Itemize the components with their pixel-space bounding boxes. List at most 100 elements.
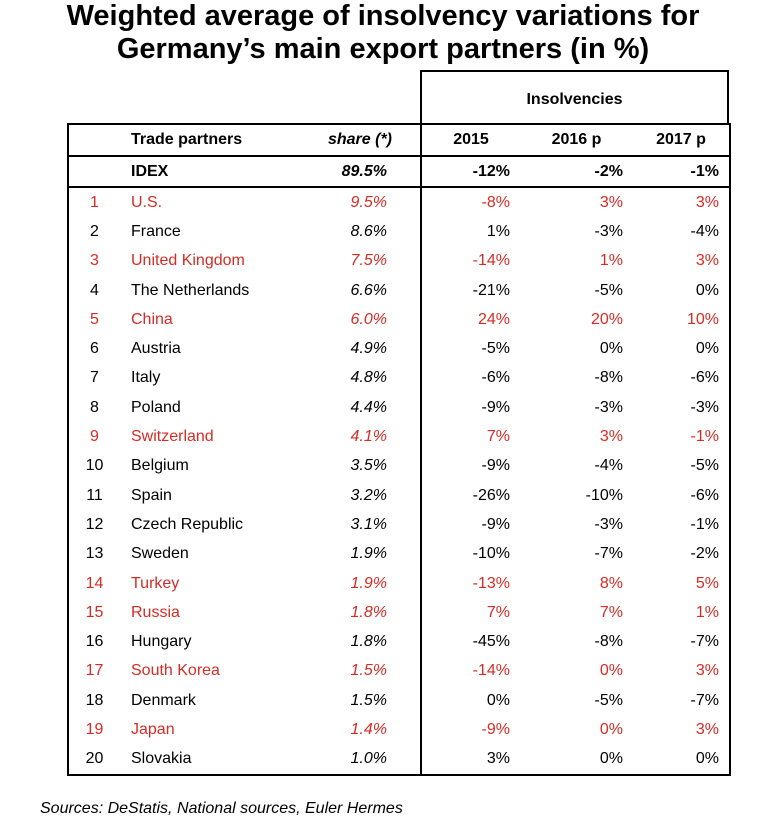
cell-share: 1.5% [350,662,387,680]
cell-trade-partner: Turkey [131,574,180,592]
cell-2015: -21% [420,275,520,306]
cell-2016p: 0% [599,662,623,680]
cell-rank: 15 [85,603,104,621]
cell-rank: 4 [90,281,99,299]
cell-rank: 14 [85,574,104,592]
cell-2015: -8% [420,187,520,218]
cell-trade-partner: Switzerland [131,428,214,446]
cell-share: 4.9% [350,340,387,358]
table-row: 20 Slovakia 1.0% 3% 0% 0% [68,744,730,775]
cell-2015: 7% [420,422,520,452]
cell-2016p: 0% [599,750,623,768]
table-row: 6 Austria 4.9% -5% 0% 0% [68,334,730,364]
cell-rank: 17 [85,662,104,680]
cell-rank: 7 [90,369,99,387]
cell-trade-partner: Japan [131,720,175,738]
cell-2015: 1% [420,217,520,247]
cell-2016p: 3% [599,428,623,446]
cell-share: 6.6% [350,281,387,299]
cell-2016p: -4% [594,457,623,475]
header-2017p: 2017 p [656,131,706,148]
cell-2015: 7% [420,598,520,628]
cell-trade-partner: France [131,222,181,240]
cell-share: 1.9% [350,574,387,592]
cell-2016p: 7% [599,603,623,621]
cell-2015: 24% [420,305,520,335]
cell-2017p: 0% [695,340,719,358]
index-name: IDEX [120,155,303,188]
index-rank [68,155,120,188]
table-row: 1 U.S. 9.5% -8% 3% 3% [68,187,730,218]
cell-2017p: 1% [695,603,719,621]
cell-share: 3.5% [350,457,387,475]
cell-share: 1.8% [350,633,387,651]
cell-rank: 16 [85,633,104,651]
cell-2017p: 3% [695,193,719,211]
index-row: IDEX 89.5% -12% -2% -1% [68,155,730,188]
cell-share: 1.8% [350,603,387,621]
cell-rank: 9 [90,428,99,446]
insolvency-table: Trade partners share (*) 2015 2016 p 201… [67,123,731,776]
cell-rank: 19 [85,720,104,738]
cell-rank: 10 [85,457,104,475]
title-line-1: Weighted average of insolvency variation… [66,0,700,32]
cell-share: 7.5% [350,252,387,270]
cell-2015: -14% [420,246,520,276]
cell-trade-partner: Spain [131,486,172,504]
cell-rank: 1 [90,193,99,211]
cell-share: 8.6% [350,222,387,240]
cell-2015: -14% [420,656,520,687]
cell-trade-partner: Slovakia [131,750,192,768]
cell-trade-partner: Belgium [131,457,189,475]
table-row: 12 Czech Republic 3.1% -9% -3% -1% [68,510,730,540]
header-2016p: 2016 p [551,131,602,148]
cell-2017p: 0% [695,750,719,768]
cell-share: 1.0% [350,750,387,768]
cell-trade-partner: The Netherlands [131,281,250,299]
cell-rank: 18 [85,691,104,709]
cell-2015: -9% [420,715,520,745]
cell-2016p: 3% [599,193,623,211]
table-row: 7 Italy 4.8% -6% -8% -6% [68,363,730,394]
cell-trade-partner: Hungary [131,633,192,651]
header-row: Trade partners share (*) 2015 2016 p 201… [68,124,730,156]
cell-2017p: 10% [686,310,719,328]
cell-2016p: -8% [594,369,623,387]
cell-2017p: -7% [690,633,719,651]
cell-rank: 5 [90,310,99,328]
table-row: 11 Spain 3.2% -26% -10% -6% [68,480,730,511]
cell-2017p: -1% [690,515,719,533]
cell-trade-partner: Denmark [131,691,196,709]
table-row: 4 The Netherlands 6.6% -21% -5% 0% [68,275,730,306]
table-row: 3 United Kingdom 7.5% -14% 1% 3% [68,246,730,276]
cell-2016p: -3% [594,222,623,240]
cell-2017p: 3% [695,252,719,270]
cell-2015: -26% [420,480,520,511]
table-row: 2 France 8.6% 1% -3% -4% [68,217,730,247]
cell-2015: -9% [420,393,520,423]
header-rank [68,124,120,156]
cell-2016p: 20% [590,310,623,328]
cell-2017p: -6% [690,369,719,387]
cell-2017p: -7% [690,691,719,709]
cell-2017p: -2% [690,545,719,563]
cell-trade-partner: Sweden [131,545,189,563]
cell-trade-partner: U.S. [131,193,163,211]
cell-rank: 13 [85,545,104,563]
cell-rank: 6 [90,340,99,358]
cell-2016p: -7% [594,545,623,563]
cell-2015: -10% [420,539,520,569]
index-2017p: -1% [633,155,730,188]
cell-trade-partner: China [131,310,173,328]
cell-trade-partner: South Korea [131,662,220,680]
index-share: 89.5% [303,155,421,188]
table-row: 13 Sweden 1.9% -10% -7% -2% [68,539,730,569]
cell-2016p: -5% [594,281,623,299]
cell-2016p: -8% [594,633,623,651]
insolvencies-label: Insolvencies [526,91,623,108]
sources-note: Sources: DeStatis, National sources, Eul… [40,800,403,817]
cell-share: 4.8% [350,369,387,387]
header-share: share (*) [327,131,392,148]
table-row: 15 Russia 1.8% 7% 7% 1% [68,598,730,628]
cell-2016p: -10% [585,486,623,504]
